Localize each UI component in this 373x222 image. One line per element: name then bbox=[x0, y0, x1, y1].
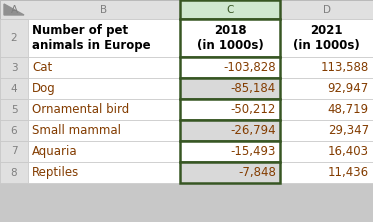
Text: 2018
(in 1000s): 2018 (in 1000s) bbox=[197, 24, 263, 52]
Bar bbox=[180, 19, 280, 57]
Text: 8: 8 bbox=[11, 168, 17, 178]
Bar bbox=[28, 120, 180, 141]
Text: -7,848: -7,848 bbox=[238, 166, 276, 179]
Bar bbox=[28, 57, 180, 78]
Bar bbox=[0, 120, 28, 141]
Bar bbox=[28, 19, 180, 57]
Text: 6: 6 bbox=[11, 125, 17, 135]
Bar bbox=[280, 99, 373, 120]
Bar bbox=[0, 57, 28, 78]
Text: -50,212: -50,212 bbox=[231, 103, 276, 116]
Bar bbox=[280, 57, 373, 78]
Text: B: B bbox=[100, 4, 107, 14]
Text: Small mammal: Small mammal bbox=[32, 124, 121, 137]
Bar bbox=[180, 0, 280, 19]
Bar bbox=[0, 19, 28, 57]
Text: -26,794: -26,794 bbox=[231, 124, 276, 137]
Bar bbox=[0, 78, 28, 99]
Bar bbox=[180, 141, 280, 162]
Bar bbox=[180, 99, 280, 120]
Text: 29,347: 29,347 bbox=[328, 124, 369, 137]
Text: 2: 2 bbox=[11, 33, 17, 43]
Bar bbox=[0, 99, 28, 120]
Text: 7: 7 bbox=[11, 147, 17, 157]
Bar bbox=[28, 99, 180, 120]
Text: Cat: Cat bbox=[32, 61, 52, 74]
Bar bbox=[0, 162, 28, 183]
Bar bbox=[0, 141, 28, 162]
Text: 16,403: 16,403 bbox=[328, 145, 369, 158]
Text: 4: 4 bbox=[11, 83, 17, 93]
Text: Aquaria: Aquaria bbox=[32, 145, 78, 158]
Bar bbox=[28, 162, 180, 183]
Text: -85,184: -85,184 bbox=[231, 82, 276, 95]
Bar bbox=[28, 78, 180, 99]
Text: -15,493: -15,493 bbox=[231, 145, 276, 158]
Bar bbox=[0, 0, 373, 19]
Bar bbox=[180, 162, 280, 183]
Bar bbox=[280, 162, 373, 183]
Text: 3: 3 bbox=[11, 63, 17, 73]
Text: Dog: Dog bbox=[32, 82, 56, 95]
Text: Number of pet
animals in Europe: Number of pet animals in Europe bbox=[32, 24, 151, 52]
Polygon shape bbox=[4, 4, 24, 15]
Bar bbox=[180, 120, 280, 141]
Bar bbox=[28, 141, 180, 162]
Bar bbox=[280, 141, 373, 162]
Text: 5: 5 bbox=[11, 105, 17, 115]
Text: 11,436: 11,436 bbox=[328, 166, 369, 179]
Text: 92,947: 92,947 bbox=[328, 82, 369, 95]
Bar bbox=[280, 19, 373, 57]
Bar bbox=[280, 78, 373, 99]
Text: Ornamental bird: Ornamental bird bbox=[32, 103, 129, 116]
Text: 48,719: 48,719 bbox=[328, 103, 369, 116]
Bar bbox=[180, 57, 280, 78]
Bar bbox=[280, 120, 373, 141]
Text: C: C bbox=[226, 4, 234, 14]
Text: D: D bbox=[323, 4, 330, 14]
Text: A: A bbox=[10, 4, 18, 14]
Text: -103,828: -103,828 bbox=[223, 61, 276, 74]
Bar bbox=[180, 78, 280, 99]
Text: 113,588: 113,588 bbox=[321, 61, 369, 74]
Text: Reptiles: Reptiles bbox=[32, 166, 79, 179]
Text: 2021
(in 1000s): 2021 (in 1000s) bbox=[293, 24, 360, 52]
